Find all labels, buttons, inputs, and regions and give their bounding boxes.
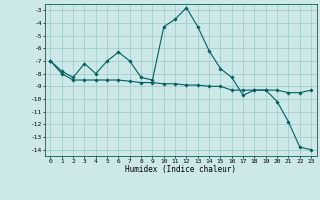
X-axis label: Humidex (Indice chaleur): Humidex (Indice chaleur) [125, 165, 236, 174]
